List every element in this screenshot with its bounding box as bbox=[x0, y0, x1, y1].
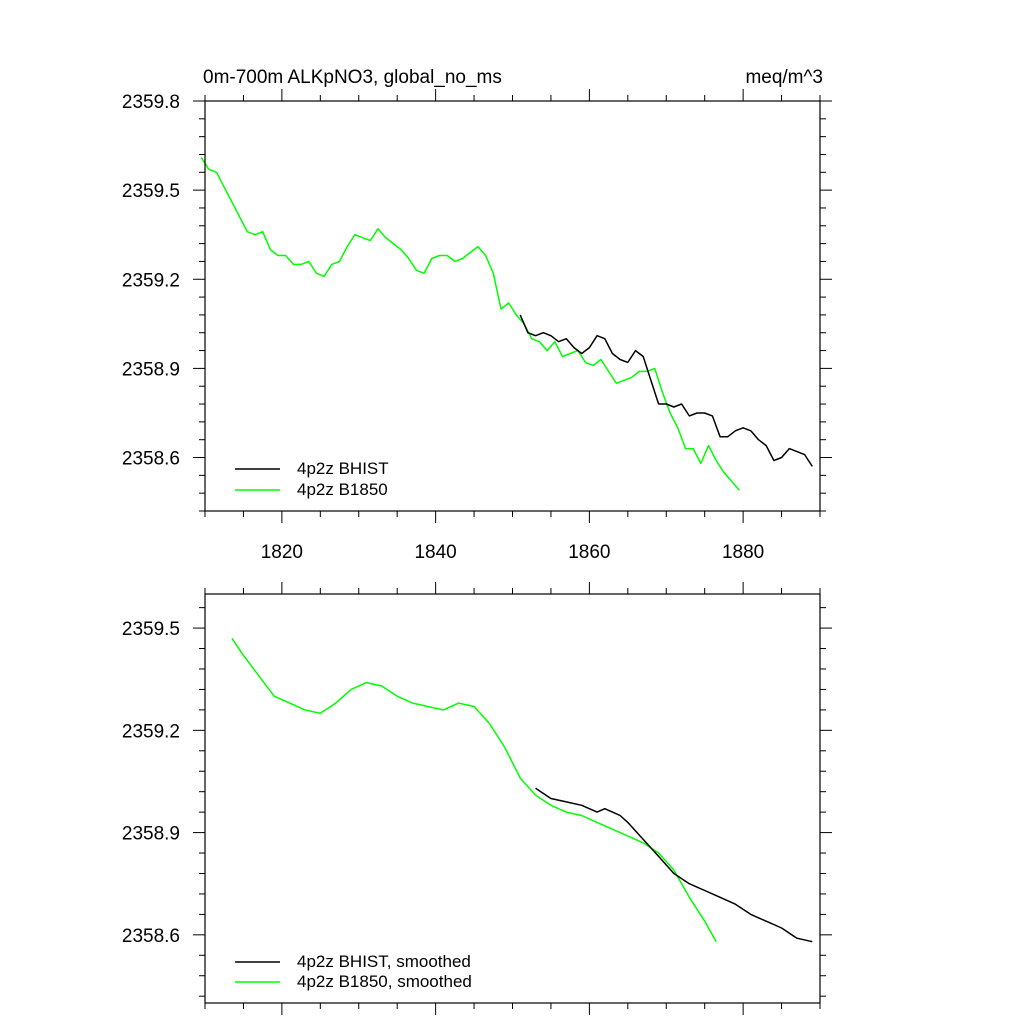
bottom-legend-label-b1850: 4p2z B1850, smoothed bbox=[297, 972, 472, 991]
top-legend-label-bhist: 4p2z BHIST bbox=[297, 459, 389, 478]
top-x-tick-label: 1840 bbox=[414, 542, 456, 563]
bottom-panel: 2359.5 2359.2 2358.9 2358.6 4p2z BHIST, smo… bbox=[122, 582, 832, 1015]
top-y-tick-label: 2359.2 bbox=[122, 270, 180, 291]
top-y-tick-label: 2358.6 bbox=[122, 449, 180, 470]
bottom-series-bhist bbox=[535, 787, 813, 943]
top-x-tick-label: 1820 bbox=[261, 542, 303, 563]
top-legend-label-b1850: 4p2z B1850 bbox=[297, 480, 388, 499]
top-y-tick-label: 2358.9 bbox=[122, 359, 180, 380]
top-plot-frame bbox=[204, 100, 821, 512]
top-legend: 4p2z BHIST 4p2z B1850 bbox=[235, 459, 389, 499]
top-x-tick-label: 1860 bbox=[568, 542, 610, 563]
bottom-series-b1850 bbox=[231, 637, 717, 943]
top-panel: 0m-700m ALKpNO3, global_no_ms meq/m^3 18… bbox=[122, 67, 832, 563]
top-plot-marks: 1820 1840 1860 1880 2359.8 2359.5 2359.2 2358.9… bbox=[122, 89, 832, 563]
bottom-y-tick-label: 2359.2 bbox=[122, 721, 180, 742]
top-x-tick-label: 1880 bbox=[722, 542, 764, 563]
top-y-tick-label: 2359.5 bbox=[122, 181, 180, 202]
top-y-tick-label: 2359.8 bbox=[122, 92, 180, 113]
top-title-right: meq/m^3 bbox=[745, 67, 823, 88]
bottom-plot-marks: 2359.5 2359.2 2358.9 2358.6 bbox=[122, 582, 832, 1015]
bottom-legend-label-bhist: 4p2z BHIST, smoothed bbox=[297, 952, 471, 971]
bottom-y-tick-label: 2358.9 bbox=[122, 824, 180, 845]
bottom-legend: 4p2z BHIST, smoothed 4p2z B1850, smoothe… bbox=[235, 952, 472, 991]
top-series-b1850 bbox=[200, 156, 740, 491]
top-series-bhist bbox=[519, 314, 813, 467]
bottom-y-tick-label: 2358.6 bbox=[122, 926, 180, 947]
top-title-left: 0m-700m ALKpNO3, global_no_ms bbox=[203, 67, 502, 88]
bottom-plot-frame bbox=[204, 593, 821, 1004]
bottom-y-tick-label: 2359.5 bbox=[122, 619, 180, 640]
